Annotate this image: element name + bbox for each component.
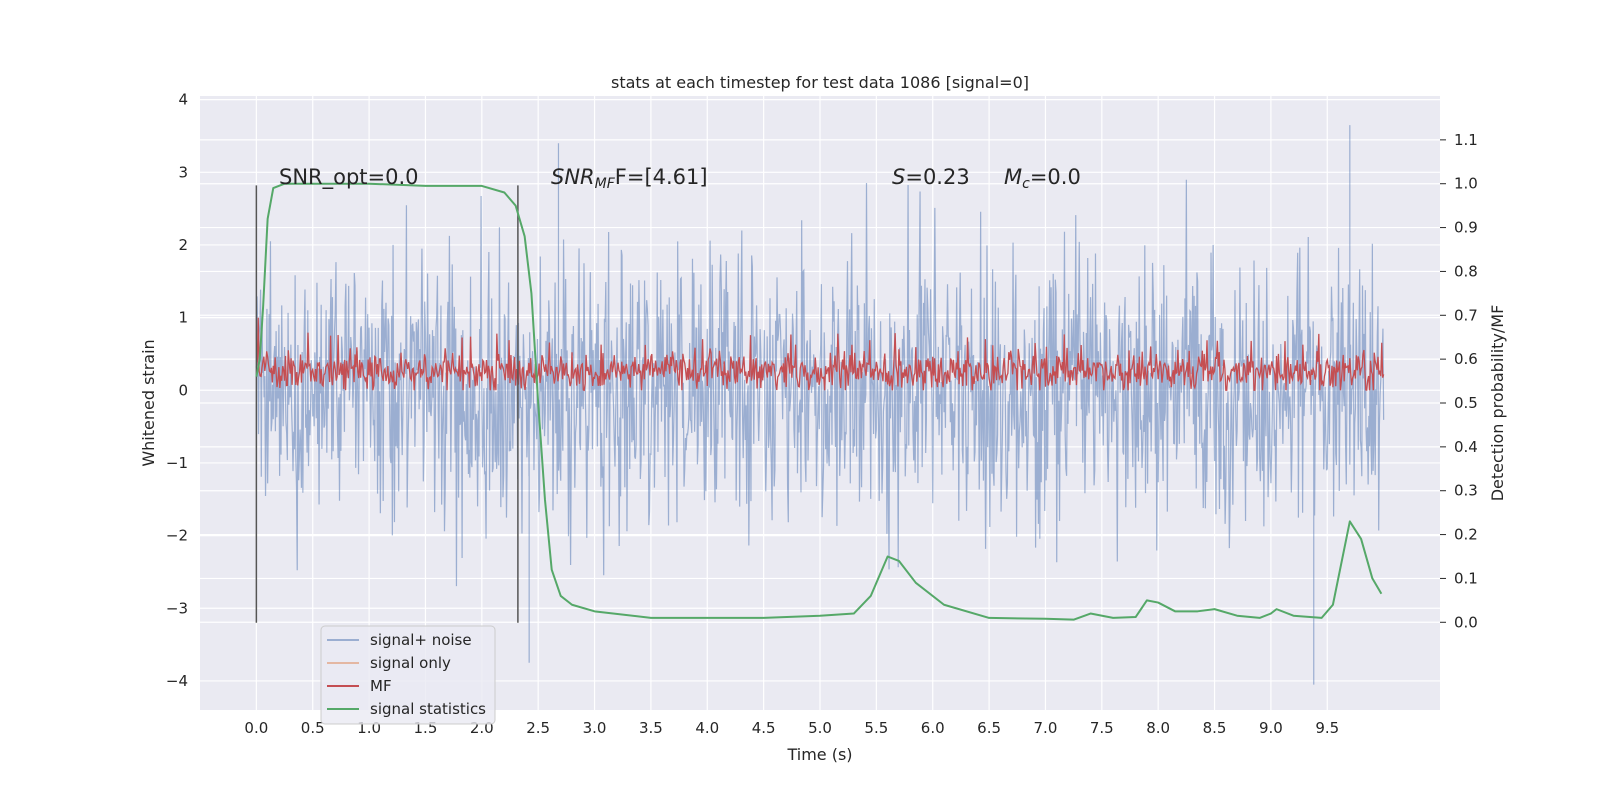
y-axis-label: Whitened strain bbox=[139, 339, 158, 466]
y-right-tick-label: 0.0 bbox=[1454, 613, 1478, 631]
mc-rest: =0.0 bbox=[1030, 165, 1081, 189]
x-tick-label: 0.0 bbox=[244, 719, 268, 737]
y-right-tick-label: 1.0 bbox=[1454, 175, 1478, 193]
y-tick-label: −4 bbox=[166, 672, 188, 690]
legend-box bbox=[320, 625, 496, 725]
x-tick-label: 0.5 bbox=[301, 719, 325, 737]
vertical-markers bbox=[255, 185, 519, 623]
x-tick-label: 8.5 bbox=[1203, 719, 1227, 737]
snr-mf-subscript: MF bbox=[595, 176, 616, 192]
x-tick-label: 7.0 bbox=[1034, 719, 1058, 737]
y-right-tick-label: 0.6 bbox=[1454, 350, 1478, 368]
y-right-tick-label: 1.1 bbox=[1454, 131, 1478, 149]
x-tick-label: 6.5 bbox=[977, 719, 1001, 737]
y-tick-label: 3 bbox=[178, 163, 188, 181]
signal-statistics-series bbox=[255, 182, 1383, 621]
x-tick-label: 9.0 bbox=[1259, 719, 1283, 737]
x-tick-label: 5.5 bbox=[864, 719, 888, 737]
snr-mf-rest: F=[4.61] bbox=[615, 165, 708, 189]
y-tick-label: −2 bbox=[166, 527, 188, 545]
y-right-tick-label: 0.7 bbox=[1454, 306, 1478, 324]
x-tick-label: 2.5 bbox=[526, 719, 550, 737]
s-main: S bbox=[892, 165, 905, 189]
signal-statistics-line bbox=[255, 182, 1383, 621]
y-right-axis-label: Detection probability/MF bbox=[1488, 305, 1507, 502]
x-tick-label: 9.5 bbox=[1315, 719, 1339, 737]
legend-label-signal-noise: signal+ noise bbox=[370, 631, 472, 649]
y-tick-label: 2 bbox=[178, 236, 188, 254]
y-right-tick-label: 0.5 bbox=[1454, 394, 1478, 412]
y-right-tick-label: 0.4 bbox=[1454, 438, 1478, 456]
y-right-tick-label: 0.9 bbox=[1454, 219, 1478, 237]
y-right-tick-label: 0.3 bbox=[1454, 482, 1478, 500]
x-tick-label: 3.5 bbox=[639, 719, 663, 737]
legend-label-signal-only: signal only bbox=[370, 654, 451, 672]
y-tick-label: −3 bbox=[166, 599, 188, 617]
s-rest: =0.23 bbox=[905, 165, 969, 189]
signal-noise-line bbox=[255, 125, 1385, 685]
legend: signal+ noise signal only MF signal stat… bbox=[320, 625, 496, 725]
y-right-tick-label: 0.2 bbox=[1454, 526, 1478, 544]
x-tick-label: 8.0 bbox=[1146, 719, 1170, 737]
mc-subscript: c bbox=[1022, 176, 1030, 192]
y-tick-label: −1 bbox=[166, 454, 188, 472]
y-tick-label: 4 bbox=[178, 91, 188, 109]
snr-opt-annotation: SNR_opt=0.0 bbox=[279, 165, 419, 190]
snr-mf-annotation: SNRMFF=[4.61] bbox=[551, 165, 708, 192]
mf-line bbox=[255, 317, 1385, 392]
mc-annotation: Mc=0.0 bbox=[1004, 165, 1081, 192]
x-tick-label: 7.5 bbox=[1090, 719, 1114, 737]
x-tick-label: 4.5 bbox=[752, 719, 776, 737]
y-right-tick-label: 0.1 bbox=[1454, 569, 1478, 587]
y-right-tick-label: 0.8 bbox=[1454, 262, 1478, 280]
snr-mf-main: SNR bbox=[551, 165, 595, 189]
signal-noise-series bbox=[255, 125, 1385, 685]
chart-title: stats at each timestep for test data 108… bbox=[611, 73, 1029, 92]
mc-main: M bbox=[1004, 165, 1022, 189]
x-tick-label: 5.0 bbox=[808, 719, 832, 737]
legend-label-signal-statistics: signal statistics bbox=[370, 700, 486, 718]
mf-series bbox=[255, 317, 1385, 392]
y-tick-label: 0 bbox=[178, 381, 188, 399]
s-annotation: S=0.23 bbox=[892, 165, 970, 189]
x-tick-label: 6.0 bbox=[921, 719, 945, 737]
y-tick-label: 1 bbox=[178, 309, 188, 327]
x-axis-label: Time (s) bbox=[786, 745, 852, 764]
legend-label-mf: MF bbox=[370, 677, 392, 695]
x-tick-label: 3.0 bbox=[583, 719, 607, 737]
axis-ticks: 0.0 0.5 1.0 1.5 2.0 2.5 3.0 3.5 4.0 4.5 5.0 5.5 6.0 6… bbox=[166, 91, 1478, 737]
x-tick-label: 4.0 bbox=[695, 719, 719, 737]
